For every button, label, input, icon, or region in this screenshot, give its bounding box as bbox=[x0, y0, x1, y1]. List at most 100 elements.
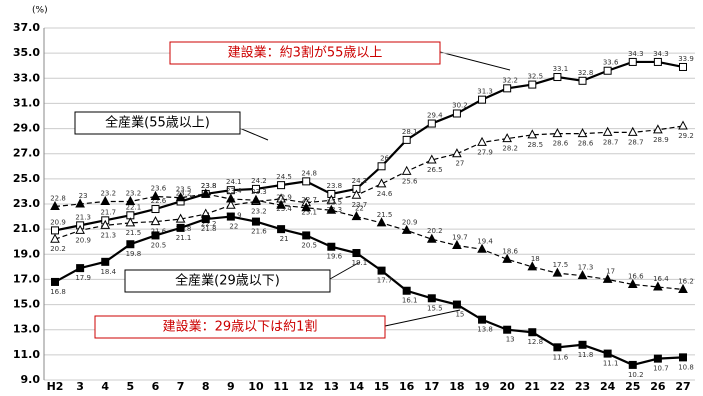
marker bbox=[75, 198, 85, 208]
annotation: 建設業：29歳以下は約1割 bbox=[163, 319, 318, 335]
data-label: 29.2 bbox=[678, 132, 694, 140]
data-label: 17.3 bbox=[578, 264, 594, 272]
marker bbox=[427, 119, 436, 128]
marker bbox=[427, 294, 436, 303]
data-label: 17 bbox=[606, 267, 615, 275]
x-tick-label: 8 bbox=[202, 380, 210, 392]
data-label: 21 bbox=[280, 235, 289, 243]
x-tick-label: 18 bbox=[449, 380, 464, 392]
data-label: 22.9 bbox=[276, 193, 292, 201]
x-tick-label: 25 bbox=[625, 380, 640, 392]
marker bbox=[277, 225, 286, 234]
data-label: 18.6 bbox=[502, 247, 518, 255]
marker bbox=[552, 267, 563, 277]
marker bbox=[377, 162, 386, 171]
marker bbox=[226, 193, 236, 203]
data-label: 20.9 bbox=[402, 218, 418, 226]
y-tick-label: 23.0 bbox=[13, 197, 40, 210]
data-label: 23 bbox=[79, 192, 88, 200]
data-label: 22.6 bbox=[151, 197, 167, 205]
data-label: 22.1 bbox=[126, 203, 142, 211]
marker bbox=[76, 264, 85, 273]
marker bbox=[175, 192, 186, 202]
marker bbox=[201, 215, 210, 224]
data-label: 24.8 bbox=[301, 169, 317, 177]
leader-line bbox=[384, 309, 461, 327]
marker bbox=[577, 128, 588, 138]
marker bbox=[302, 177, 311, 186]
marker bbox=[402, 135, 411, 144]
x-tick-label: 13 bbox=[324, 380, 339, 392]
marker bbox=[301, 202, 312, 212]
marker bbox=[402, 286, 411, 295]
marker bbox=[502, 253, 512, 263]
marker bbox=[401, 165, 412, 175]
y-tick-label: 37.0 bbox=[13, 21, 40, 34]
data-label: 22.8 bbox=[50, 195, 66, 203]
data-label: 28.2 bbox=[502, 145, 518, 153]
x-tick-label: 14 bbox=[349, 380, 365, 392]
data-label: 27 bbox=[455, 160, 464, 168]
marker bbox=[477, 243, 487, 253]
y-tick-label: 15.0 bbox=[13, 298, 40, 311]
data-label: 20.5 bbox=[301, 241, 317, 249]
x-tick-label: 10 bbox=[248, 380, 264, 392]
y-tick-label: 11.0 bbox=[13, 348, 40, 361]
marker bbox=[377, 266, 386, 275]
marker bbox=[50, 233, 60, 243]
data-label: 23.2 bbox=[176, 189, 192, 197]
data-label: 19.4 bbox=[477, 237, 493, 245]
marker bbox=[100, 195, 111, 205]
marker bbox=[101, 257, 110, 266]
data-label: 29.4 bbox=[427, 112, 443, 120]
data-label: 16.4 bbox=[653, 275, 669, 283]
marker bbox=[478, 95, 487, 104]
x-tick-label: 21 bbox=[525, 380, 540, 392]
data-label: 21.5 bbox=[377, 211, 393, 219]
data-label: 25.6 bbox=[402, 177, 418, 185]
annotation-box bbox=[169, 41, 441, 65]
data-label: 11.6 bbox=[553, 353, 569, 361]
marker bbox=[251, 184, 260, 193]
marker bbox=[653, 281, 663, 291]
marker bbox=[503, 325, 512, 334]
y-unit: (%) bbox=[32, 6, 48, 16]
marker bbox=[75, 224, 85, 234]
data-label: 21.7 bbox=[100, 208, 116, 216]
x-tick-label: 20 bbox=[500, 380, 516, 392]
leader-line bbox=[329, 261, 361, 280]
data-label: 15.5 bbox=[427, 304, 443, 312]
y-tick-label: 31.0 bbox=[13, 96, 40, 109]
y-tick-label: 17.0 bbox=[13, 272, 40, 285]
x-tick-label: 5 bbox=[127, 380, 135, 392]
marker bbox=[302, 231, 311, 240]
data-label: 23.2 bbox=[100, 189, 116, 197]
data-label: 33.6 bbox=[603, 59, 619, 67]
data-label: 16.8 bbox=[50, 288, 66, 296]
x-tick-label: 4 bbox=[101, 380, 109, 392]
marker bbox=[628, 360, 637, 369]
data-label: 28.5 bbox=[527, 141, 543, 149]
marker bbox=[352, 249, 361, 258]
x-tick-label: 22 bbox=[550, 380, 565, 392]
data-label: 23.3 bbox=[251, 188, 267, 196]
y-tick-label: 33.0 bbox=[13, 71, 40, 84]
marker bbox=[150, 216, 161, 226]
data-label: 26.5 bbox=[427, 166, 443, 174]
marker bbox=[175, 213, 186, 223]
marker bbox=[51, 226, 59, 235]
y-tick-label: 35.0 bbox=[13, 46, 40, 59]
data-label: 23.4 bbox=[226, 187, 242, 195]
data-label: 28.6 bbox=[553, 140, 569, 148]
marker bbox=[401, 224, 412, 234]
marker bbox=[452, 300, 461, 309]
data-label: 10.7 bbox=[653, 365, 669, 373]
marker bbox=[653, 124, 663, 134]
data-label: 28.9 bbox=[653, 136, 669, 144]
annotation-box bbox=[94, 315, 386, 339]
data-label: 19.1 bbox=[352, 259, 368, 267]
data-label: 20.5 bbox=[151, 241, 167, 249]
series-line bbox=[54, 193, 684, 291]
marker bbox=[679, 62, 687, 71]
data-label: 22 bbox=[229, 223, 238, 231]
